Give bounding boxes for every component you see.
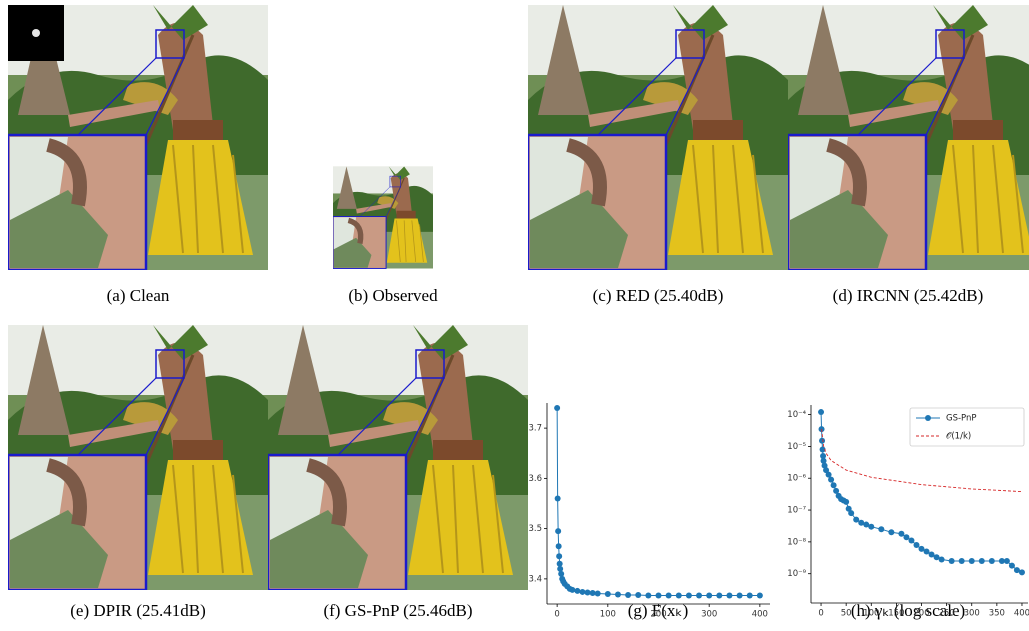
point <box>615 591 621 597</box>
y-tick-label: 10⁻⁶ <box>787 474 806 484</box>
y-tick-label: 10⁻⁴ <box>787 410 806 420</box>
x-tick-label: 300 <box>964 609 980 619</box>
point <box>848 510 854 516</box>
point <box>737 592 743 598</box>
gspnp-image <box>268 325 528 590</box>
point <box>913 542 919 548</box>
point <box>556 553 562 559</box>
point <box>558 571 564 577</box>
red-image <box>528 5 788 270</box>
point <box>716 592 722 598</box>
point <box>831 482 837 488</box>
legend-label: GS-PnP <box>946 414 977 424</box>
legend-label: 𝒪(1/k) <box>946 432 971 442</box>
figure: (a) Clean (b) Observed (c) RED (25.40dB) (d… <box>0 0 1029 631</box>
point <box>1019 569 1025 575</box>
point <box>868 524 874 530</box>
x-tick-label: 400 <box>752 610 768 620</box>
point <box>819 438 825 444</box>
point <box>645 592 651 598</box>
caption: (e) DPIR (25.41dB) <box>70 601 206 620</box>
point <box>726 592 732 598</box>
x-tick-label: 350 <box>989 609 1005 619</box>
point <box>969 558 975 564</box>
point <box>555 495 561 501</box>
x-tick-label: 400 <box>1014 609 1029 619</box>
point <box>579 589 585 595</box>
point <box>635 592 641 598</box>
caption: (b) Observed <box>348 286 438 305</box>
x-tick-label: 300 <box>701 610 717 620</box>
point <box>843 499 849 505</box>
x-tick-label: 200 <box>913 609 929 619</box>
point <box>853 517 859 523</box>
y-tick-label: 3.4 <box>528 574 542 584</box>
point <box>569 587 575 593</box>
x-tick-label: 0 <box>554 610 559 620</box>
point <box>1009 563 1015 569</box>
point <box>747 592 753 598</box>
x-tick-label: 50 <box>841 609 852 619</box>
y-tick-label: 10⁻⁵ <box>787 442 806 452</box>
point <box>939 556 945 562</box>
point <box>686 592 692 598</box>
point <box>656 592 662 598</box>
observed-image <box>333 167 433 269</box>
point <box>959 558 965 564</box>
kernel-dot <box>32 29 40 37</box>
point <box>878 526 884 532</box>
point <box>949 558 955 564</box>
point <box>666 592 672 598</box>
y-tick-label: 10⁻⁷ <box>787 506 806 516</box>
caption: (f) GS-PnP (25.46dB) <box>323 601 472 620</box>
point <box>585 589 591 595</box>
point <box>924 548 930 554</box>
point <box>590 590 596 596</box>
x-tick-label: 100 <box>600 610 616 620</box>
point <box>556 543 562 549</box>
point <box>605 591 611 597</box>
point <box>828 477 834 483</box>
point <box>818 409 824 415</box>
legend-marker <box>925 415 931 421</box>
ircnn-image <box>788 5 1029 270</box>
point <box>676 592 682 598</box>
x-tick-label: 150 <box>888 609 904 619</box>
point <box>696 592 702 598</box>
x-tick-label: 100 <box>863 609 879 619</box>
y-tick-label: 10⁻⁹ <box>787 569 806 579</box>
point <box>574 588 580 594</box>
y-tick-label: 3.5 <box>528 524 542 534</box>
point <box>706 592 712 598</box>
point <box>826 472 832 478</box>
point <box>888 529 894 535</box>
y-tick-label: 3.6 <box>528 474 542 484</box>
y-tick-label: 3.7 <box>528 424 542 434</box>
line <box>557 408 760 595</box>
point <box>989 558 995 564</box>
caption: (a) Clean <box>107 286 170 305</box>
caption: (c) RED (25.40dB) <box>593 286 724 305</box>
point <box>1004 558 1010 564</box>
point <box>555 528 561 534</box>
point <box>557 566 563 572</box>
x-tick-label: 0 <box>818 609 823 619</box>
point <box>898 531 904 537</box>
y-tick-label: 10⁻⁸ <box>787 537 806 547</box>
point <box>903 534 909 540</box>
point <box>625 592 631 598</box>
point <box>908 538 914 544</box>
point <box>595 590 601 596</box>
point <box>554 405 560 411</box>
x-tick-label: 200 <box>650 610 666 620</box>
x-tick-label: 250 <box>939 609 955 619</box>
dpir-image <box>8 325 268 590</box>
caption: (d) IRCNN (25.42dB) <box>833 286 984 305</box>
point <box>979 558 985 564</box>
point <box>757 592 763 598</box>
